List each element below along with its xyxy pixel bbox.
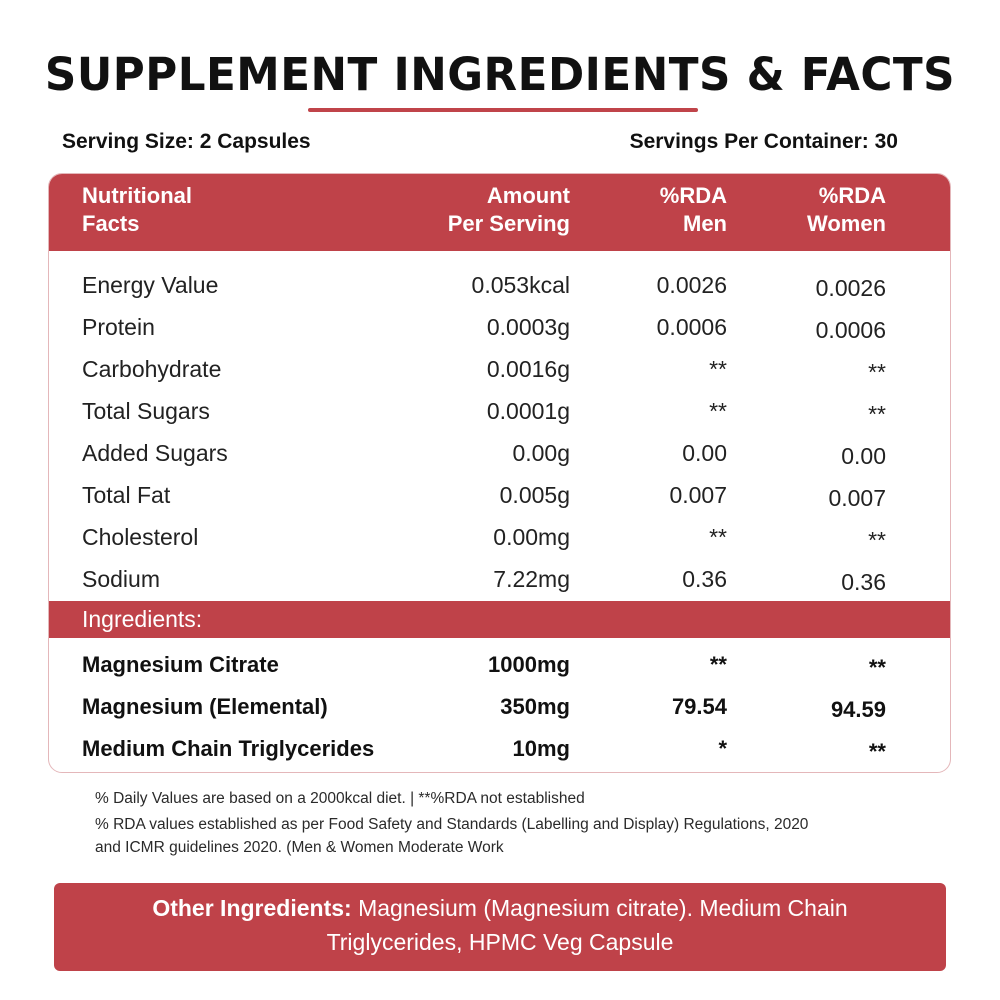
row-rda-women: 0.0026 — [815, 275, 886, 301]
header-rda-women: %RDA Women — [806, 183, 886, 236]
row-name: Energy Value — [82, 272, 219, 298]
row-rda-women: ** — [868, 401, 886, 427]
page-title: SUPPLEMENT INGREDIENTS & FACTS — [44, 48, 956, 101]
row-rda-men: 0.0006 — [656, 314, 727, 340]
footnote-daily-values: % Daily Values are based on a 2000kcal d… — [95, 790, 585, 807]
row-rda-women: ** — [868, 739, 886, 764]
row-rda-men: ** — [709, 524, 727, 550]
row-rda-women: ** — [868, 655, 886, 680]
table-row: Cholesterol 0.00mg ** ** — [49, 516, 950, 558]
title-underline — [308, 108, 698, 112]
row-rda-women: ** — [868, 527, 886, 553]
row-amount: 0.0003g — [486, 314, 570, 340]
row-name: Sodium — [82, 566, 160, 592]
row-name: Magnesium (Elemental) — [82, 694, 328, 719]
row-rda-women: 0.36 — [841, 569, 886, 595]
row-rda-men: 0.0026 — [656, 272, 727, 298]
other-ingredients-text: Magnesium (Magnesium citrate). Medium Ch… — [326, 895, 848, 955]
row-rda-women: 0.00 — [841, 443, 886, 469]
row-amount: 10mg — [512, 736, 570, 761]
row-rda-men: ** — [709, 356, 727, 382]
row-rda-men: 0.36 — [682, 566, 727, 592]
row-rda-men: 0.00 — [682, 440, 727, 466]
row-amount: 0.0001g — [486, 398, 570, 424]
row-rda-women: 0.007 — [828, 485, 886, 511]
row-rda-men: * — [718, 736, 727, 761]
row-rda-men: ** — [709, 398, 727, 424]
row-rda-men: 79.54 — [671, 694, 727, 719]
table-row: Medium Chain Triglycerides 10mg * ** — [49, 728, 950, 770]
header-amount-per-serving: Amount Per Serving — [447, 183, 570, 236]
row-name: Cholesterol — [82, 524, 199, 550]
row-name: Protein — [82, 314, 155, 340]
footnote-icmr: and ICMR guidelines 2020. (Men & Women M… — [95, 839, 504, 856]
footnote-rda-regulations: % RDA values established as per Food Saf… — [95, 816, 809, 833]
row-amount: 0.0016g — [486, 356, 570, 382]
table-header: Nutritional Facts Amount Per Serving %RD… — [49, 174, 950, 251]
ingredients-label: Ingredients: — [82, 606, 203, 632]
ingredients-band: Ingredients: — [49, 601, 950, 638]
facts-table: Nutritional Facts Amount Per Serving %RD… — [48, 173, 951, 773]
row-name: Added Sugars — [82, 440, 228, 466]
row-amount: 1000mg — [488, 652, 570, 677]
row-rda-men: 0.007 — [669, 482, 727, 508]
row-rda-women: ** — [868, 359, 886, 385]
row-amount: 0.00mg — [493, 524, 570, 550]
row-rda-women: 94.59 — [830, 697, 886, 722]
row-name: Medium Chain Triglycerides — [82, 736, 375, 761]
table-row: Added Sugars 0.00g 0.00 0.00 — [49, 432, 950, 474]
header-nutritional-facts: Nutritional Facts — [82, 183, 192, 236]
table-row: Magnesium Citrate 1000mg ** ** — [49, 644, 950, 686]
row-amount: 7.22mg — [493, 566, 570, 592]
table-row: Magnesium (Elemental) 350mg 79.54 94.59 — [49, 686, 950, 728]
row-amount: 0.053kcal — [471, 272, 570, 298]
table-row: Carbohydrate 0.0016g ** ** — [49, 348, 950, 390]
row-amount: 0.00g — [512, 440, 570, 466]
servings-per-container: Servings Per Container: 30 — [629, 130, 898, 153]
row-name: Magnesium Citrate — [82, 652, 279, 677]
other-ingredients-box: Other Ingredients: Magnesium (Magnesium … — [54, 883, 946, 971]
other-ingredients-label: Other Ingredients: — [152, 895, 352, 921]
table-row: Total Sugars 0.0001g ** ** — [49, 390, 950, 432]
serving-size: Serving Size: 2 Capsules — [62, 130, 311, 153]
table-row: Total Fat 0.005g 0.007 0.007 — [49, 474, 950, 516]
row-rda-men: ** — [709, 652, 727, 677]
row-amount: 350mg — [500, 694, 570, 719]
row-rda-women: 0.0006 — [815, 317, 886, 343]
row-name: Total Fat — [82, 482, 171, 508]
row-name: Carbohydrate — [82, 356, 222, 382]
table-row: Sodium 7.22mg 0.36 0.36 — [49, 558, 950, 600]
row-amount: 0.005g — [499, 482, 570, 508]
header-rda-men: %RDA Men — [659, 183, 727, 236]
row-name: Total Sugars — [82, 398, 210, 424]
table-row: Energy Value 0.053kcal 0.0026 0.0026 — [49, 264, 950, 306]
table-row: Protein 0.0003g 0.0006 0.0006 — [49, 306, 950, 348]
